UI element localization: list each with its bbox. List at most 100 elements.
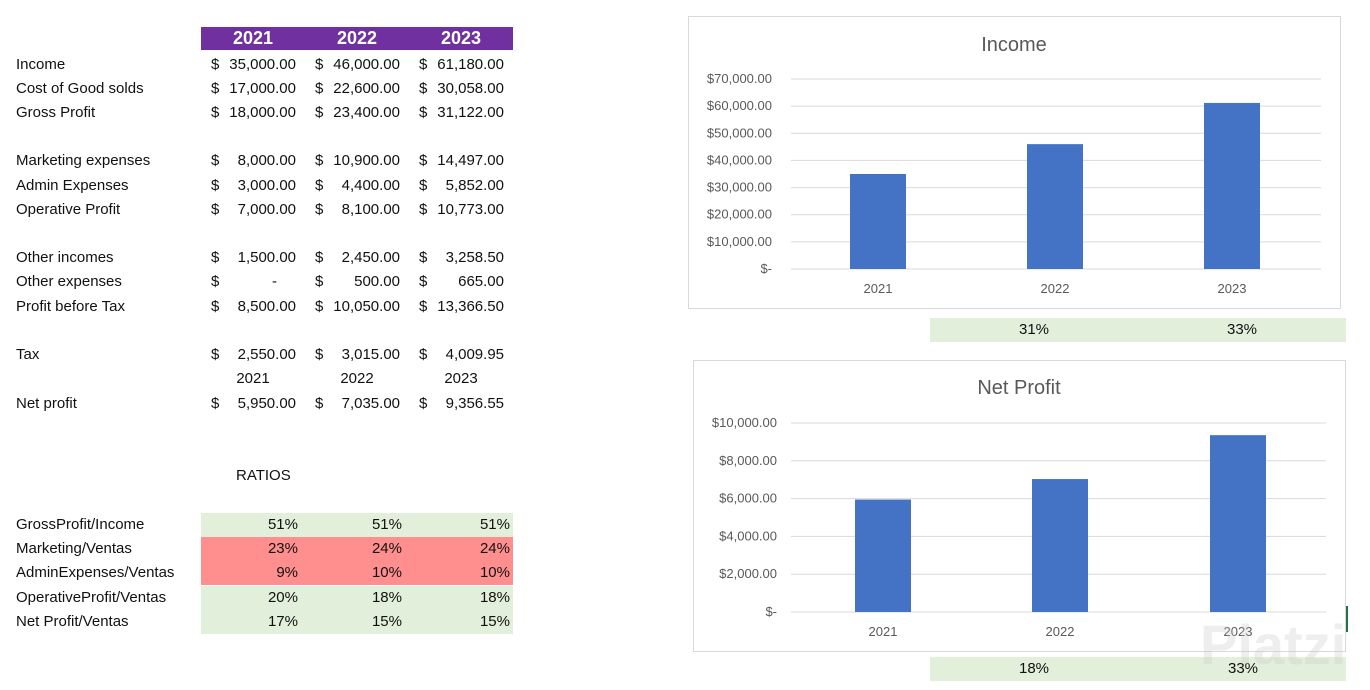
value-cell[interactable]: $9,356.55 bbox=[409, 392, 513, 416]
value-cell[interactable]: $ - bbox=[201, 270, 305, 294]
value-cell[interactable]: $8,000.00 bbox=[201, 149, 305, 173]
value-cell[interactable]: $17,000.00 bbox=[201, 77, 305, 101]
currency-symbol: $ bbox=[211, 249, 220, 266]
ratio-label: AdminExpenses/Ventas bbox=[16, 564, 175, 582]
cell-value: 3,015.00 bbox=[341, 346, 400, 363]
cell-value: 1,500.00 bbox=[237, 249, 296, 266]
row-label: Other incomes bbox=[16, 249, 114, 266]
ratios-title: RATIOS bbox=[236, 467, 291, 484]
ratio-value: 18% bbox=[479, 588, 510, 606]
value-cell[interactable]: $23,400.00 bbox=[305, 101, 409, 125]
ratio-value: 15% bbox=[479, 612, 510, 630]
bar-2021 bbox=[855, 499, 911, 612]
currency-symbol: $ bbox=[211, 56, 220, 73]
x-tick-label: 2021 bbox=[869, 624, 898, 639]
value-cell[interactable]: $2,450.00 bbox=[305, 246, 409, 270]
value-cell[interactable]: $14,497.00 bbox=[409, 149, 513, 173]
value-cell[interactable]: $10,900.00 bbox=[305, 149, 409, 173]
value-cell[interactable]: $5,950.00 bbox=[201, 392, 305, 416]
y-tick-label: $70,000.00 bbox=[707, 71, 772, 86]
year-label: 2023 bbox=[444, 370, 478, 387]
value-cell[interactable]: $8,500.00 bbox=[201, 295, 305, 319]
cell-value: 30,058.00 bbox=[437, 80, 504, 97]
year-header-2023: 2023 bbox=[440, 28, 482, 48]
cell-value: 13,366.50 bbox=[437, 298, 504, 315]
cell-value: 18,000.00 bbox=[229, 104, 296, 121]
net-profit-chart[interactable]: Net Profit $- $2,000.00 $4,000.00 $6,000.00 $… bbox=[693, 360, 1346, 652]
row-label: Operative Profit bbox=[16, 201, 121, 218]
value-cell[interactable]: $22,600.00 bbox=[305, 77, 409, 101]
ratio-label: GrossProfit/Income bbox=[16, 516, 145, 533]
income-chart[interactable]: Income $- $10,000.00 $20,000.00 $30,000.00 $4… bbox=[688, 16, 1341, 309]
ratio-value: 20% bbox=[267, 588, 298, 606]
value-cell[interactable]: $31,122.00 bbox=[409, 101, 513, 125]
currency-symbol: $ bbox=[211, 177, 220, 194]
value-cell[interactable]: $8,100.00 bbox=[305, 198, 409, 222]
value-cell[interactable]: $46,000.00 bbox=[305, 53, 409, 77]
value-cell[interactable]: $3,000.00 bbox=[201, 174, 305, 198]
ratio-value: 15% bbox=[371, 612, 402, 630]
value-cell[interactable]: $2,550.00 bbox=[201, 343, 305, 367]
x-tick-label: 2022 bbox=[1046, 624, 1075, 639]
value-cell[interactable]: $10,050.00 bbox=[305, 295, 409, 319]
currency-symbol: $ bbox=[315, 152, 324, 169]
currency-symbol: $ bbox=[211, 273, 220, 290]
row-label: Cost of Good solds bbox=[16, 80, 144, 97]
ratio-value: 18% bbox=[371, 588, 402, 606]
value-cell[interactable]: $7,035.00 bbox=[305, 392, 409, 416]
y-tick-label: $6,000.00 bbox=[719, 491, 777, 506]
value-cell[interactable]: $7,000.00 bbox=[201, 198, 305, 222]
row-label: Income bbox=[16, 56, 66, 73]
currency-symbol: $ bbox=[211, 80, 220, 97]
cell-value: 10,900.00 bbox=[333, 152, 400, 169]
currency-symbol: $ bbox=[419, 201, 428, 218]
row-label: Admin Expenses bbox=[16, 177, 129, 194]
cell-value: 9,356.55 bbox=[445, 395, 504, 412]
value-cell[interactable]: $4,009.95 bbox=[409, 343, 513, 367]
value-cell[interactable]: $35,000.00 bbox=[201, 53, 305, 77]
x-tick-label: 2022 bbox=[1041, 281, 1070, 296]
cell-value: 46,000.00 bbox=[333, 56, 400, 73]
y-tick-label: $- bbox=[765, 604, 777, 619]
cell-value: 35,000.00 bbox=[229, 56, 296, 73]
currency-symbol: $ bbox=[211, 298, 220, 315]
y-tick-label: $40,000.00 bbox=[707, 152, 772, 167]
cell-value: 22,600.00 bbox=[333, 80, 400, 97]
value-cell[interactable]: $10,773.00 bbox=[409, 198, 513, 222]
cell-value: 5,852.00 bbox=[445, 177, 504, 194]
y-tick-label: $8,000.00 bbox=[719, 453, 777, 468]
currency-symbol: $ bbox=[211, 152, 220, 169]
value-cell[interactable]: $3,258.50 bbox=[409, 246, 513, 270]
platzi-watermark: Platzi bbox=[1200, 613, 1347, 676]
bar-2023 bbox=[1210, 435, 1266, 612]
value-cell[interactable]: $30,058.00 bbox=[409, 77, 513, 101]
value-cell[interactable]: $665.00 bbox=[409, 270, 513, 294]
y-tick-label: $60,000.00 bbox=[707, 98, 772, 113]
value-cell[interactable]: $1,500.00 bbox=[201, 246, 305, 270]
cell-value: 3,000.00 bbox=[237, 177, 296, 194]
value-cell[interactable]: $61,180.00 bbox=[409, 53, 513, 77]
currency-symbol: $ bbox=[315, 249, 324, 266]
value-cell[interactable]: $18,000.00 bbox=[201, 101, 305, 125]
year-header: 2021 2022 2023 bbox=[201, 27, 513, 50]
cell-value: 500.00 bbox=[354, 273, 400, 290]
y-tick-label: $- bbox=[760, 261, 772, 276]
currency-symbol: $ bbox=[315, 80, 324, 97]
currency-symbol: $ bbox=[419, 346, 428, 363]
value-cell[interactable]: $3,015.00 bbox=[305, 343, 409, 367]
value-cell[interactable]: $5,852.00 bbox=[409, 174, 513, 198]
cell-value: 4,009.95 bbox=[445, 346, 504, 363]
ratio-value: 51% bbox=[371, 516, 402, 533]
cell-value: 61,180.00 bbox=[437, 56, 504, 73]
value-cell[interactable]: $13,366.50 bbox=[409, 295, 513, 319]
cell-value: 2,550.00 bbox=[237, 346, 296, 363]
ratio-value: 23% bbox=[267, 540, 298, 558]
cell-value: 4,400.00 bbox=[341, 177, 400, 194]
value-cell[interactable]: $4,400.00 bbox=[305, 174, 409, 198]
bar-2023 bbox=[1204, 102, 1260, 269]
value-cell[interactable]: $500.00 bbox=[305, 270, 409, 294]
currency-symbol: $ bbox=[419, 249, 428, 266]
currency-symbol: $ bbox=[211, 104, 220, 121]
year-label: 2021 bbox=[236, 370, 270, 387]
ratio-label: Net Profit/Ventas bbox=[16, 612, 129, 630]
